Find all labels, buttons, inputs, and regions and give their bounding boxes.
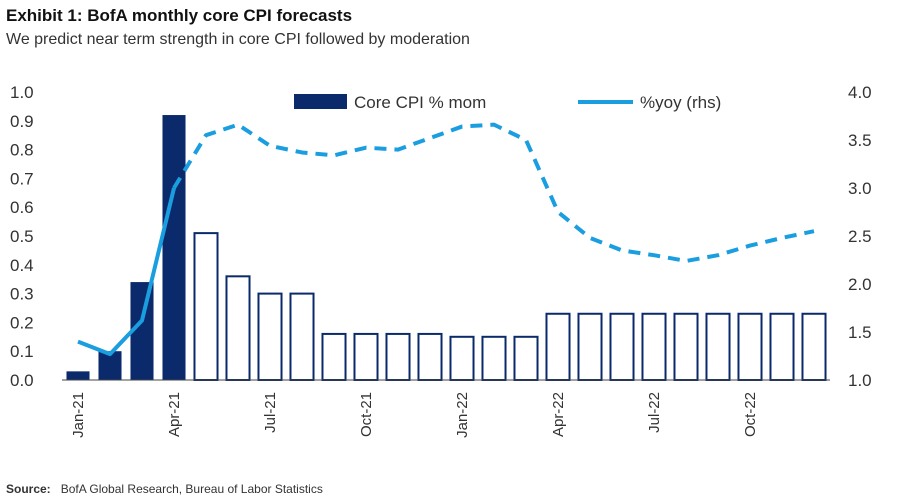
legend: Core CPI % mom %yoy (rhs) bbox=[294, 93, 721, 112]
left-tick-label: 0.6 bbox=[10, 198, 34, 217]
x-tick-label: Jan-22 bbox=[454, 392, 471, 438]
bar-forecast bbox=[609, 312, 635, 382]
bar-forecast bbox=[737, 312, 763, 382]
x-tick-label: Jan-21 bbox=[70, 392, 87, 438]
bar-forecast bbox=[193, 232, 219, 381]
legend-swatch-core-cpi bbox=[294, 94, 347, 109]
bar-forecast bbox=[353, 332, 379, 382]
bar-actual bbox=[66, 371, 90, 380]
bar-forecast bbox=[641, 312, 667, 382]
x-tick-label: Jul-21 bbox=[262, 392, 279, 433]
yoy-line-actual bbox=[77, 187, 176, 357]
x-tick-label: Jul-22 bbox=[646, 392, 663, 433]
x-tick-label: Apr-22 bbox=[550, 392, 567, 437]
bar-forecast bbox=[321, 332, 347, 382]
source-note: Source: BofA Global Research, Bureau of L… bbox=[6, 482, 323, 496]
bar-forecast bbox=[449, 335, 475, 381]
bar-forecast bbox=[545, 312, 571, 382]
x-tick-label: Oct-21 bbox=[358, 392, 375, 437]
left-tick-label: 1.0 bbox=[10, 83, 34, 102]
legend-label-core-cpi: Core CPI % mom bbox=[354, 93, 486, 112]
left-tick-label: 0.1 bbox=[10, 342, 34, 361]
left-tick-label: 0.3 bbox=[10, 285, 34, 304]
core-cpi-bars bbox=[66, 115, 827, 382]
bar-forecast bbox=[673, 312, 699, 382]
bar-forecast bbox=[513, 335, 539, 381]
bar-forecast bbox=[801, 312, 827, 382]
source-text: BofA Global Research, Bureau of Labor St… bbox=[60, 482, 323, 496]
left-tick-label: 0.0 bbox=[10, 371, 34, 390]
bar-forecast bbox=[769, 312, 795, 382]
legend-label-yoy: %yoy (rhs) bbox=[640, 93, 721, 112]
left-tick-label: 0.5 bbox=[10, 227, 34, 246]
bar-actual bbox=[98, 351, 122, 380]
left-tick-label: 0.4 bbox=[10, 256, 34, 275]
right-tick-label: 1.5 bbox=[848, 323, 872, 342]
right-tick-label: 3.0 bbox=[848, 179, 872, 198]
left-tick-label: 0.9 bbox=[10, 112, 34, 131]
bar-forecast bbox=[257, 292, 283, 382]
bar-forecast bbox=[577, 312, 603, 382]
chart-title: Exhibit 1: BofA monthly core CPI forecas… bbox=[6, 6, 353, 25]
bar-forecast bbox=[481, 335, 507, 381]
right-tick-label: 3.5 bbox=[848, 131, 872, 150]
x-tick-label: Apr-21 bbox=[166, 392, 183, 437]
right-tick-label: 4.0 bbox=[848, 83, 872, 102]
right-tick-label: 2.5 bbox=[848, 227, 872, 246]
chart-subtitle: We predict near term strength in core CP… bbox=[6, 31, 470, 48]
source-label: Source: bbox=[6, 482, 51, 496]
left-axis: 0.0 0.1 0.2 0.3 0.4 0.5 0.6 0.7 0.8 0.9 1.0 bbox=[10, 83, 34, 390]
bar-forecast bbox=[225, 275, 251, 382]
right-tick-label: 1.0 bbox=[848, 371, 872, 390]
left-tick-label: 0.8 bbox=[10, 141, 34, 160]
bar-forecast bbox=[289, 292, 315, 382]
bar-actual bbox=[162, 115, 186, 380]
yoy-line bbox=[77, 122, 815, 357]
right-tick-label: 2.0 bbox=[848, 275, 872, 294]
left-tick-label: 0.2 bbox=[10, 313, 34, 332]
left-tick-label: 0.7 bbox=[10, 169, 34, 188]
right-axis: 1.0 1.5 2.0 2.5 3.0 3.5 4.0 bbox=[848, 83, 872, 390]
bar-forecast bbox=[385, 332, 411, 382]
x-axis-ticks: Jan-21 Apr-21 Jul-21 Oct-21 Jan-22 Apr-22 Jul-… bbox=[70, 392, 759, 438]
bar-forecast bbox=[417, 332, 443, 382]
bar-forecast bbox=[705, 312, 731, 382]
bar-actual bbox=[130, 282, 154, 380]
yoy-line-forecast bbox=[172, 122, 815, 263]
x-tick-label: Oct-22 bbox=[742, 392, 759, 437]
